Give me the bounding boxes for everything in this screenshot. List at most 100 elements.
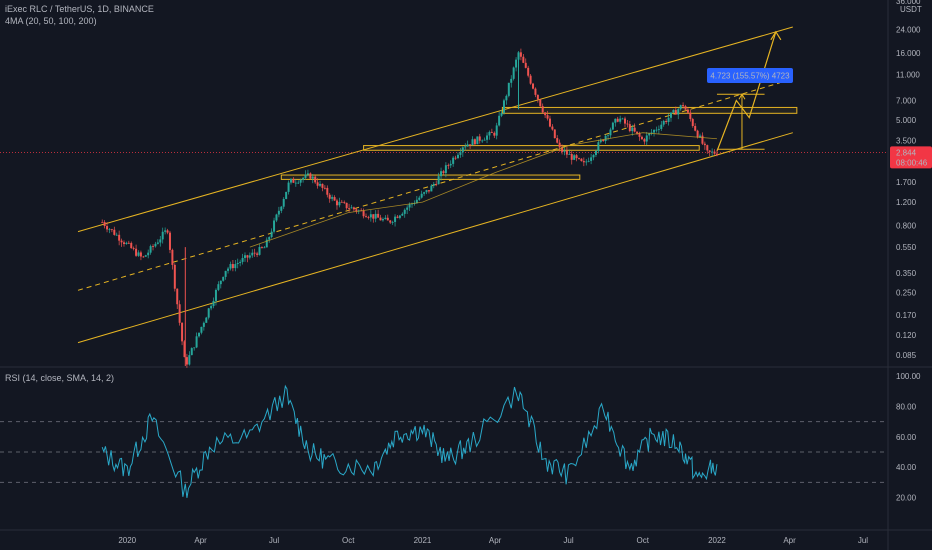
candle-body [672, 110, 675, 113]
candle-body [512, 67, 515, 79]
price-tick-label: 0.350 [896, 269, 917, 278]
symbol-title[interactable]: iExec RLC / TetherUS, 1D, BINANCE [5, 4, 154, 14]
candle-body [275, 214, 278, 221]
candle-body [510, 78, 513, 83]
candle-body [152, 246, 155, 247]
candle-body [142, 256, 145, 258]
candle-body [222, 276, 225, 281]
candle-body [362, 210, 365, 217]
rsi-legend[interactable]: RSI (14, close, SMA, 14, 2) [5, 373, 115, 383]
candle-body [592, 155, 595, 158]
candle-body [328, 194, 331, 199]
candle-body [565, 150, 568, 155]
candle-body [115, 234, 118, 236]
candle-body [653, 129, 656, 133]
candle-body [483, 139, 486, 141]
candle-body [616, 118, 619, 122]
candle-body [365, 216, 368, 218]
candle-body [181, 322, 184, 342]
candle-body [374, 213, 377, 219]
candle-body [691, 118, 694, 127]
candle-series[interactable] [101, 48, 718, 368]
candle-body [164, 230, 167, 232]
candle-body [713, 151, 716, 154]
candle-body [515, 59, 518, 68]
candle-body [578, 158, 581, 159]
candle-body [161, 231, 164, 240]
candle-body [519, 52, 522, 57]
candle-body [551, 126, 554, 130]
candle-body [548, 118, 551, 127]
candle-body [502, 100, 505, 113]
candle-body [427, 190, 430, 192]
channel-lower-line [77, 132, 793, 344]
candle-body [604, 135, 607, 142]
candle-body [406, 207, 409, 210]
candle-body [338, 201, 341, 206]
candle-body [139, 252, 142, 257]
candle-body [677, 109, 680, 115]
candle-body [244, 255, 247, 258]
candle-body [614, 118, 617, 123]
candle-body [546, 115, 549, 119]
channel-upper-line [77, 26, 793, 233]
candle-body [321, 183, 324, 188]
candle-body [623, 118, 626, 124]
candle-body [476, 136, 479, 145]
ma-legend[interactable]: 4MA (20, 50, 100, 200) [5, 16, 97, 26]
candle-body [147, 252, 150, 256]
candle-body [198, 332, 201, 337]
candle-body [166, 230, 169, 233]
candle-body [696, 130, 699, 138]
candle-body [231, 264, 234, 269]
candle-body [367, 217, 370, 218]
price-tick-label: 0.250 [896, 289, 917, 298]
candle-body [188, 355, 191, 365]
candle-body [447, 165, 450, 167]
channel-mid-line [77, 82, 781, 291]
candle-body [611, 122, 614, 130]
candle-body [113, 229, 116, 235]
candle-body [285, 191, 288, 199]
trend-drawings[interactable] [77, 26, 798, 344]
price-tick-label-top: 36.000 [896, 0, 921, 6]
price-tick-label: 0.550 [896, 243, 917, 252]
candle-body [241, 257, 244, 262]
candle-body [122, 242, 125, 245]
candle-body [694, 126, 697, 131]
candle-body [607, 135, 610, 137]
candle-body [326, 187, 329, 195]
candle-body [636, 131, 639, 134]
candle-body [667, 117, 670, 123]
price-tick-label: 1.200 [896, 198, 917, 207]
candle-body [452, 157, 455, 164]
candle-body [411, 203, 414, 205]
candle-body [679, 105, 682, 110]
time-tick-label: Apr [194, 536, 207, 545]
candle-body [648, 133, 651, 136]
candle-body [273, 220, 276, 232]
candle-body [461, 147, 464, 153]
candle-body [425, 190, 428, 193]
candle-body [621, 118, 624, 120]
rsi-tick-label: 100.00 [896, 372, 921, 381]
candle-body [306, 173, 309, 175]
candle-body [602, 139, 605, 142]
candle-body [539, 99, 542, 107]
candle-body [108, 229, 111, 231]
time-tick-label: Apr [783, 536, 796, 545]
candle-body [289, 178, 292, 183]
time-tick-label: Jul [563, 536, 573, 545]
candle-body [662, 121, 665, 125]
candle-body [314, 176, 317, 183]
moving-average-series [249, 132, 717, 248]
candle-body [568, 154, 571, 155]
candle-body [219, 280, 222, 285]
axes: 24.00016.00011.0007.0005.0003.5002.5001.… [118, 0, 932, 545]
candle-body [246, 255, 249, 258]
candle-body [251, 252, 254, 256]
candle-body [665, 121, 668, 123]
candle-body [643, 139, 646, 142]
candle-body [488, 131, 491, 136]
